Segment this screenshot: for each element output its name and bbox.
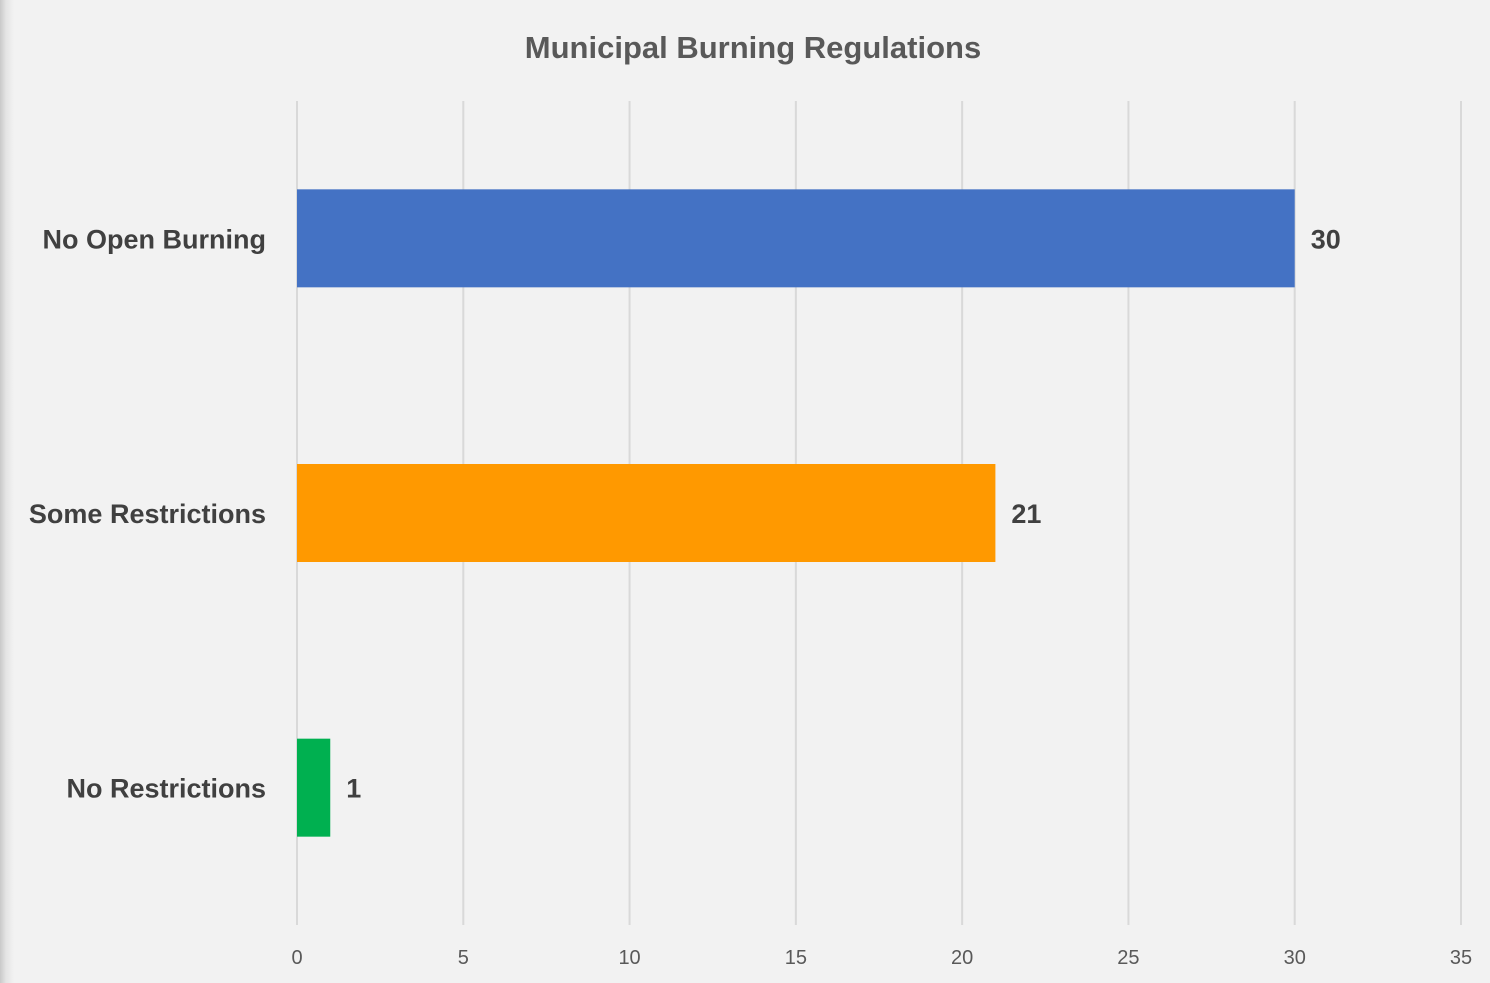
x-tick-label: 30 [1284,947,1306,969]
bar-no-open-burning [297,189,1295,287]
x-tick-label: 10 [618,947,640,969]
category-label-no-restrictions: No Restrictions [66,774,266,804]
chart-title: Municipal Burning Regulations [525,30,981,65]
category-label-no-open-burning: No Open Burning [43,224,266,254]
data-label-no-restrictions: 1 [346,774,361,804]
data-label-no-open-burning: 30 [1311,224,1341,254]
x-tick-label: 20 [951,947,973,969]
bar-no-restrictions [297,739,330,837]
x-tick-label: 25 [1117,947,1139,969]
data-label-some-restrictions: 21 [1011,499,1041,529]
labels: 0 5 10 15 20 25 30 35 No Open Burning 30 Some Rest… [29,224,1472,969]
bar-some-restrictions [297,464,995,562]
x-tick-label: 0 [291,947,302,969]
x-tick-label: 35 [1450,947,1472,969]
category-label-some-restrictions: Some Restrictions [29,499,266,529]
x-tick-label: 15 [785,947,807,969]
x-tick-label: 5 [458,947,469,969]
